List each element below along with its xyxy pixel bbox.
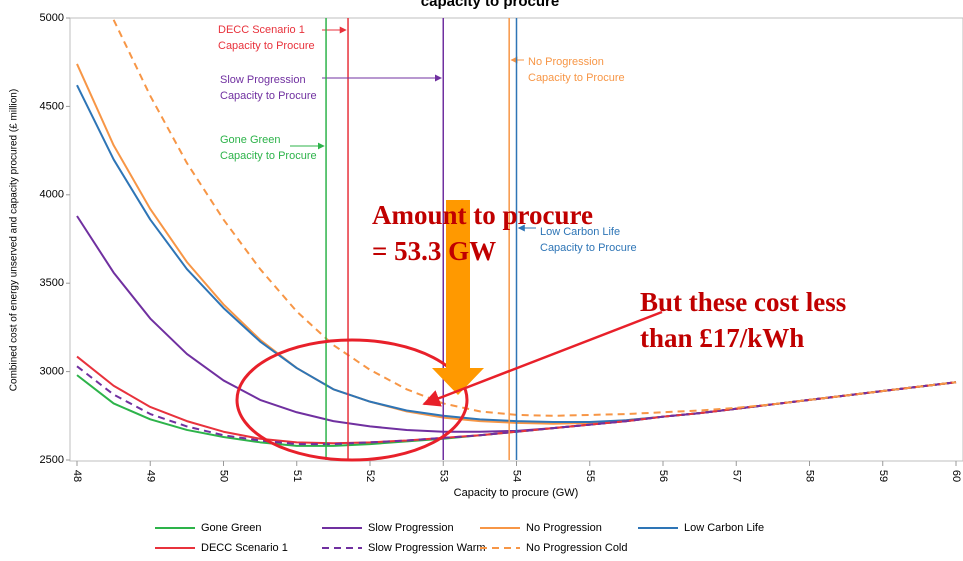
x-tick-label: 58: [804, 470, 816, 482]
x-tick-label: 54: [511, 470, 523, 482]
marker-label: Gone Green: [220, 134, 281, 146]
legend-label: No Progression: [526, 522, 602, 534]
marker-label: Capacity to Procure: [218, 40, 315, 52]
callout-text: than £17/kWh: [640, 323, 804, 353]
y-tick-label: 3500: [40, 277, 64, 289]
x-tick-label: 57: [730, 470, 742, 482]
marker-label: Capacity to Procure: [220, 150, 317, 162]
chart-title: capacity to procure: [421, 0, 559, 10]
legend-label: Gone Green: [201, 522, 262, 534]
legend-label: Slow Progression Warm: [368, 542, 486, 554]
marker-label: No Progression: [528, 56, 604, 68]
y-tick-label: 5000: [40, 12, 64, 24]
y-tick-label: 3000: [40, 366, 64, 378]
callout-text: Amount to procure: [372, 200, 593, 230]
legend-label: Low Carbon Life: [684, 522, 764, 534]
marker-label: DECC Scenario 1: [218, 24, 305, 36]
red-arrow: [422, 310, 663, 407]
x-tick-label: 51: [291, 470, 303, 482]
legend-label: No Progression Cold: [526, 542, 628, 554]
y-tick-label: 2500: [40, 454, 64, 466]
x-tick-label: 55: [584, 470, 596, 482]
series-line: [112, 19, 957, 417]
x-tick-label: 48: [71, 470, 83, 482]
legend-label: DECC Scenario 1: [201, 542, 288, 554]
x-tick-label: 50: [218, 470, 230, 482]
legend-label: Slow Progression: [368, 522, 454, 534]
marker-label: Capacity to Procure: [540, 242, 637, 254]
y-axis-label: Combined cost of energy unserved and cap…: [9, 89, 20, 391]
x-tick-label: 53: [437, 470, 449, 482]
x-tick-label: 59: [877, 470, 889, 482]
x-tick-label: 52: [364, 470, 376, 482]
callout-text: = 53.3 GW: [372, 236, 496, 266]
highlight-ellipse: [235, 338, 469, 462]
marker-label: Slow Progression: [220, 74, 306, 86]
marker-label: Low Carbon Life: [540, 226, 620, 238]
orange-arrow: [432, 200, 484, 395]
y-tick-label: 4000: [40, 189, 64, 201]
x-axis-label: Capacity to procure (GW): [454, 487, 579, 499]
y-tick-label: 4500: [40, 100, 64, 112]
x-tick-label: 60: [950, 470, 962, 482]
marker-label: Capacity to Procure: [220, 90, 317, 102]
marker-label: Capacity to Procure: [528, 72, 625, 84]
callout-text: But these cost less: [640, 287, 846, 317]
x-tick-label: 49: [144, 470, 156, 482]
x-tick-label: 56: [657, 470, 669, 482]
